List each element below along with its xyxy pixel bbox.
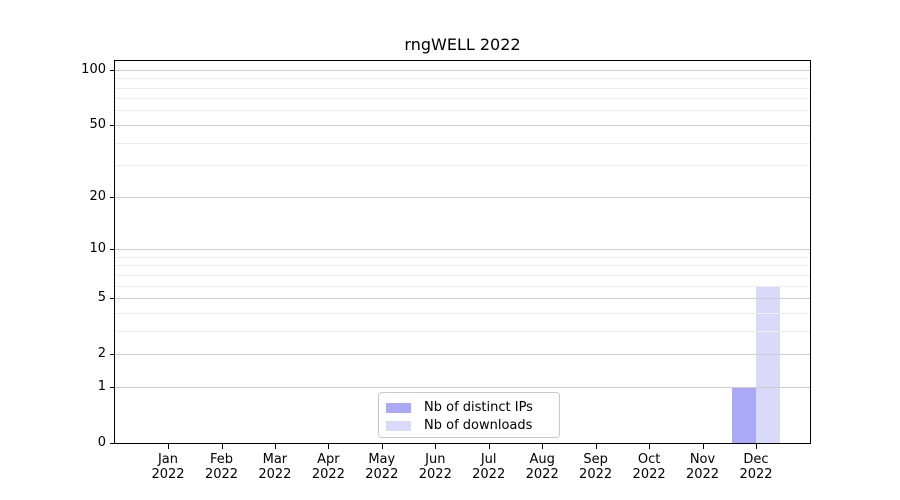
y-tick-mark-20: [110, 197, 114, 198]
gridline-minor-30: [115, 165, 810, 167]
x-tick-mark-aug: [542, 444, 544, 449]
x-tick-label-jun: Jun 2022: [418, 452, 452, 482]
y-tick-mark-100: [110, 70, 114, 71]
y-tick-label-10: 10: [89, 241, 106, 256]
gridline-major-1: [115, 386, 810, 388]
gridline-major-2: [115, 354, 810, 356]
x-tick-mark-apr: [328, 444, 330, 449]
y-tick-label-100: 100: [81, 62, 106, 77]
bars-layer: [115, 61, 810, 443]
x-tick-label-mar: Mar 2022: [258, 452, 292, 482]
legend-swatch-downloads: [386, 420, 411, 431]
gridline-minor-60: [115, 110, 810, 112]
y-tick-label-2: 2: [97, 346, 106, 361]
legend: Nb of distinct IPs Nb of downloads: [378, 392, 560, 438]
gridline-major-20: [115, 196, 810, 198]
x-tick-label-aug: Aug 2022: [525, 452, 559, 482]
x-tick-label-dec: Dec 2022: [739, 452, 773, 482]
gridline-minor-3: [115, 330, 810, 332]
legend-label-downloads: Nb of downloads: [424, 418, 533, 433]
gridline-minor-9: [115, 256, 810, 258]
x-tick-mark-jul: [488, 444, 490, 449]
legend-swatch-distinct-ips: [386, 402, 411, 413]
x-tick-mark-mar: [274, 444, 276, 449]
gridline-minor-70: [115, 98, 810, 100]
gridline-minor-7: [115, 274, 810, 276]
legend-item-distinct-ips: Nb of distinct IPs: [386, 400, 551, 415]
gridline-minor-8: [115, 265, 810, 267]
x-tick-label-jan: Jan 2022: [151, 452, 185, 482]
y-tick-label-1: 1: [97, 379, 106, 394]
y-tick-mark-0: [110, 443, 114, 444]
y-tick-mark-1: [110, 387, 114, 388]
gridline-major-100: [115, 69, 810, 71]
x-tick-label-feb: Feb 2022: [204, 452, 239, 482]
chart-title: rngWELL 2022: [404, 35, 521, 54]
x-tick-mark-feb: [221, 444, 223, 449]
legend-item-downloads: Nb of downloads: [386, 418, 551, 433]
gridline-major-5: [115, 298, 810, 299]
x-tick-mark-oct: [649, 444, 651, 449]
gridline-minor-4: [115, 312, 810, 314]
gridline-minor-90: [115, 78, 810, 80]
x-tick-label-jul: Jul 2022: [472, 452, 506, 482]
y-tick-label-5: 5: [97, 290, 106, 305]
plot-area: [114, 60, 811, 444]
gridline-minor-80: [115, 87, 810, 89]
legend-label-distinct-ips: Nb of distinct IPs: [424, 400, 533, 415]
x-tick-mark-jan: [168, 444, 169, 449]
x-tick-label-oct: Oct 2022: [632, 452, 666, 482]
x-tick-mark-sep: [595, 444, 597, 449]
y-tick-mark-5: [110, 298, 114, 299]
gridline-major-10: [115, 249, 810, 250]
x-tick-mark-may: [381, 444, 383, 449]
bar-distinct-ips-dec: [732, 386, 756, 443]
gridline-minor-6: [115, 285, 810, 287]
y-tick-mark-50: [110, 125, 114, 126]
x-tick-label-nov: Nov 2022: [685, 452, 720, 482]
x-tick-mark-jun: [435, 444, 437, 449]
y-tick-mark-10: [110, 249, 114, 250]
grid-layer: [115, 61, 810, 443]
gridline-major-50: [115, 124, 810, 126]
gridline-minor-40: [115, 142, 810, 144]
x-tick-label-may: May 2022: [365, 452, 399, 482]
y-tick-mark-2: [110, 354, 114, 355]
x-tick-label-apr: Apr 2022: [311, 452, 345, 482]
y-tick-label-0: 0: [97, 435, 106, 450]
x-tick-mark-dec: [756, 444, 757, 449]
x-tick-mark-nov: [702, 444, 704, 449]
y-tick-label-20: 20: [89, 189, 106, 204]
y-tick-label-50: 50: [89, 117, 106, 132]
x-tick-label-sep: Sep 2022: [579, 452, 613, 482]
bar-downloads-dec: [756, 285, 780, 443]
